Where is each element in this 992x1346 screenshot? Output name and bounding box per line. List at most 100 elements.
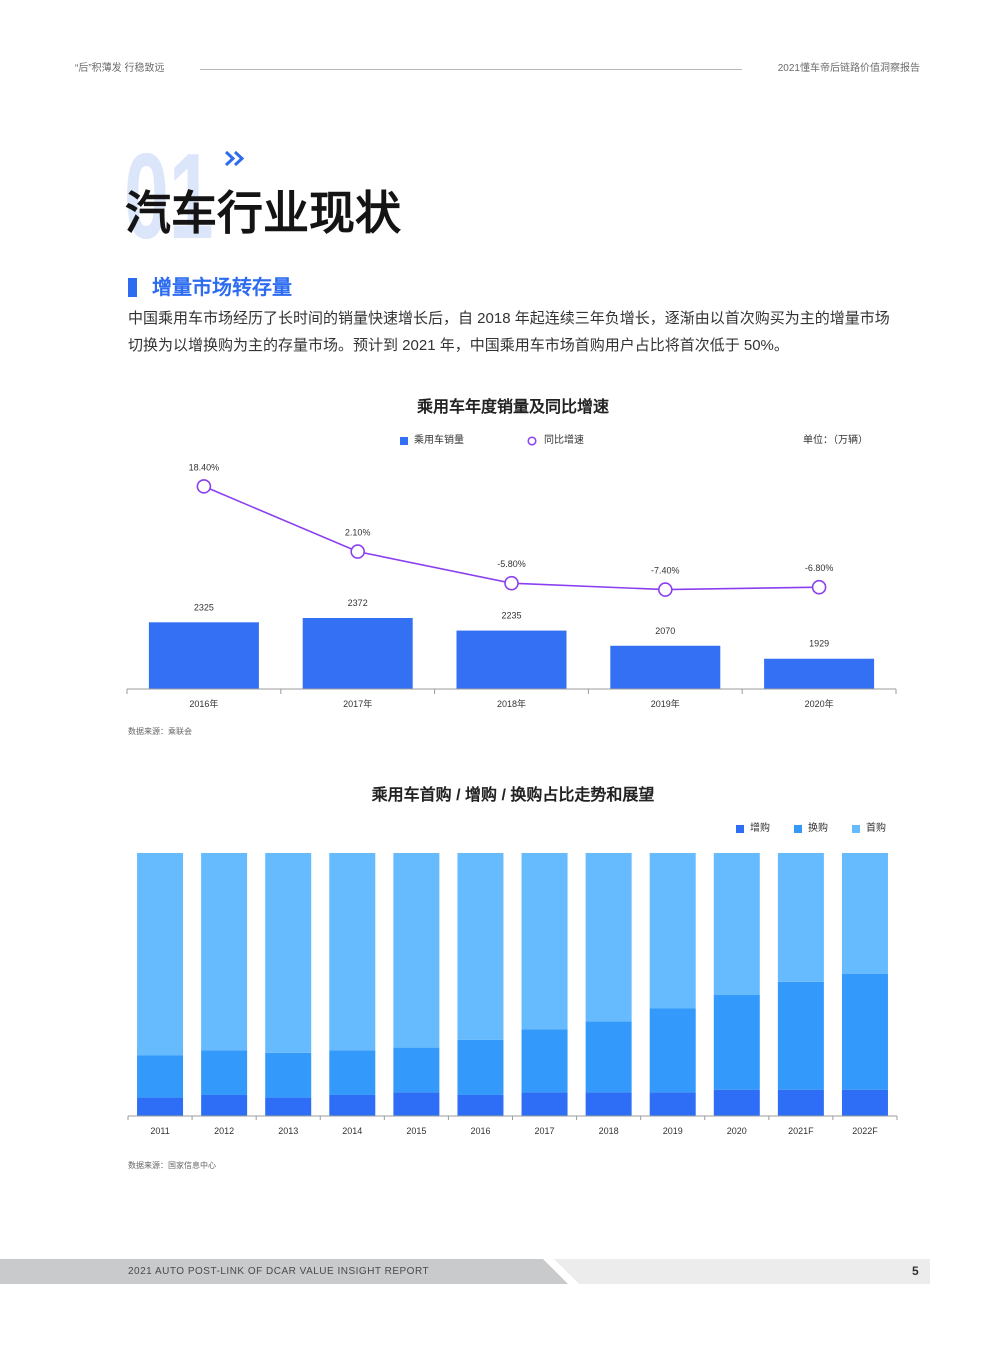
x-tick-label: 2020 [727,1126,747,1136]
growth-rate-label: -6.80% [805,563,834,573]
x-tick-label: 2016年 [189,698,218,709]
sales-bar-label: 2235 [501,611,521,621]
replacement-segment [457,1039,504,1095]
replacement-segment [713,995,760,1090]
replacement-segment [841,973,888,1090]
sales-bar [764,658,875,689]
x-tick-label: 2022F [852,1126,878,1136]
x-tick-label: 2016 [470,1126,490,1136]
paragraph-line: 中国乘用车市场经历了长时间的销量快速增长后，自 2018 年起连续三年负增长，逐… [128,310,890,327]
growth-rate-label: -7.40% [651,566,680,576]
add-purchase-segment [265,1097,312,1116]
footer-band-light [554,1259,930,1284]
add-purchase-segment [585,1092,632,1116]
header-divider [200,69,742,70]
page-number: 5 [912,1264,919,1278]
first-purchase-segment [457,853,504,1040]
add-purchase-segment [457,1094,504,1116]
growth-rate-point [657,582,673,597]
legend-label-replacement: 换购 [808,823,828,834]
add-purchase-segment [649,1092,696,1116]
add-purchase-segment [841,1089,888,1116]
subtitle-marker [128,278,137,297]
add-purchase-segment [137,1097,184,1116]
growth-rate-point [504,575,519,591]
footer-report-name: 2021 AUTO POST-LINK OF DCAR VALUE INSIGH… [128,1266,430,1277]
header-report-title: 2021懂车帝后链路价值洞察报告 [777,63,920,74]
replacement-segment [521,1029,568,1093]
growth-rate-line [203,485,820,591]
growth-rate-label: 18.40% [189,462,220,472]
first-purchase-segment [521,853,568,1030]
x-tick-label: 2014 [342,1126,362,1136]
x-tick-label: 2020年 [805,698,834,709]
growth-rate-label: 2.10% [345,528,371,538]
legend-label-growth: 同比增速 [544,435,584,446]
growth-rate-point [811,579,827,595]
purchase-share-chart: 2011 2012 2013 2014 2015 2016 2017 2018 2019 2020… [127,853,898,1136]
sales-chart-title: 乘用车年度销量及同比增速 [416,399,609,416]
x-tick-label: 2012 [214,1126,234,1136]
x-tick-label: 2017 [535,1126,555,1136]
share-chart-title: 乘用车首购 / 增购 / 换购占比走势和展望 [371,787,655,804]
x-tick-label: 2019 [663,1126,683,1136]
sales-bar [610,645,721,689]
x-tick-label: 2015 [406,1126,426,1136]
section-title: 汽车行业现状 [125,187,401,239]
legend-swatch-replacement [794,825,802,833]
sales-bar [148,622,259,689]
replacement-segment [265,1052,312,1098]
growth-rate-label: -5.80% [497,559,526,569]
legend-marker-growth [527,436,537,446]
first-purchase-segment [393,853,440,1048]
legend-swatch-first-purchase [852,825,860,833]
x-tick-label: 2017年 [343,698,372,709]
first-purchase-segment [137,853,184,1056]
share-chart-source: 数据来源：国家信息中心 [128,1161,216,1170]
legend-swatch-add-purchase [736,825,744,833]
first-purchase-segment [329,853,376,1051]
sales-bar-label: 2070 [655,626,675,636]
legend-label-sales: 乘用车销量 [414,435,464,446]
x-tick-label: 2021F [788,1126,814,1136]
x-tick-label: 2018 [599,1126,619,1136]
unit-label: 单位：（万辆） [803,435,868,446]
sales-bar [302,617,413,689]
replacement-segment [777,981,824,1090]
header-slogan: “后”积薄发 行稳致远 [75,63,165,74]
legend-label-add-purchase: 增购 [750,823,770,834]
replacement-segment [393,1047,440,1093]
sales-bar [456,630,567,689]
section-paragraph: 中国乘用车市场经历了长时间的销量快速增长后，自 2018 年起连续三年负增长，逐… [128,305,908,359]
replacement-segment [201,1050,248,1095]
legend-label-first-purchase: 首购 [866,823,886,834]
section-subtitle: 增量市场转存量 [152,277,292,299]
growth-rate-point [350,544,366,559]
first-purchase-segment [713,853,760,996]
sales-bar-label: 1929 [809,639,829,649]
add-purchase-segment [521,1092,568,1116]
legend-swatch-sales [400,437,408,445]
replacement-segment [585,1021,632,1093]
double-chevron-right-icon [224,150,245,167]
sales-growth-chart: 2325 2016年 2372 2017年 2235 2018年 2070 2019年 1929… [126,462,897,709]
replacement-segment [329,1050,376,1095]
add-purchase-segment [329,1094,376,1116]
first-purchase-segment [777,853,824,982]
x-tick-label: 2013 [278,1126,298,1136]
sales-bar-label: 2325 [194,602,214,612]
add-purchase-segment [777,1089,824,1116]
first-purchase-segment [585,853,632,1022]
footer-band-dark [0,1259,568,1284]
replacement-segment [137,1055,184,1098]
add-purchase-segment [713,1089,760,1116]
add-purchase-segment [201,1094,248,1116]
first-purchase-segment [649,853,696,1009]
paragraph-line: 切换为以增换购为主的存量市场。预计到 2021 年，中国乘用车市场首购用户占比将… [128,337,789,354]
add-purchase-segment [393,1092,440,1116]
replacement-segment [649,1008,696,1093]
section-number: 01 [124,128,214,264]
sales-bar-label: 2372 [348,598,368,608]
first-purchase-segment [265,853,312,1053]
first-purchase-segment [841,853,888,974]
